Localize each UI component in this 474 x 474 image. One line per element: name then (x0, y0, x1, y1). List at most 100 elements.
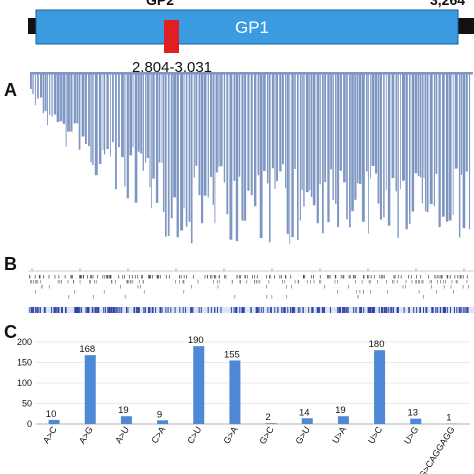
variant-mark (217, 285, 219, 289)
variant-mark (124, 275, 125, 279)
variant-mark (59, 280, 61, 284)
variant-mark (393, 275, 395, 279)
read-column (124, 74, 126, 187)
read-column (368, 74, 370, 234)
variant-mark (179, 280, 180, 284)
variant-mark (215, 275, 217, 279)
variant-mark (320, 280, 322, 284)
coverage-mark (39, 307, 41, 313)
gp1-gene-label: GP1 (235, 18, 269, 37)
variant-mark (393, 280, 395, 284)
read-column (263, 74, 266, 171)
variant-mark (394, 275, 396, 279)
read-column (426, 74, 429, 213)
variant-mark (443, 280, 444, 284)
variant-mark (107, 275, 109, 279)
read-column (37, 74, 39, 99)
variant-mark (349, 275, 351, 279)
read-column (161, 74, 163, 163)
variant-mark (254, 275, 256, 279)
variant-mark (36, 280, 37, 284)
coverage-mark (367, 307, 369, 313)
coverage-mark (466, 307, 468, 313)
variant-mark (245, 275, 246, 279)
variant-mark (38, 275, 40, 279)
read-column (149, 74, 151, 188)
coverage-mark (233, 307, 235, 313)
read-column (458, 74, 461, 238)
read-column (137, 74, 140, 152)
chart-gridlines (36, 341, 470, 425)
variant-mark (239, 280, 241, 284)
variant-mark (94, 280, 95, 284)
variant-mark (440, 275, 442, 279)
coverage-mark (58, 307, 60, 313)
read-column (73, 74, 76, 124)
coverage-mark (242, 307, 244, 313)
read-column (145, 74, 147, 163)
variant-mark (429, 280, 431, 284)
variant-mark (436, 275, 438, 279)
read-column (385, 74, 387, 190)
variant-mark (33, 280, 34, 284)
variant-mark (327, 275, 328, 279)
variant-mark (128, 280, 130, 284)
variant-mark (307, 280, 308, 284)
coverage-mark (445, 307, 446, 313)
read-column (150, 74, 152, 209)
coverage-mark (80, 307, 82, 313)
read-column (417, 74, 420, 176)
coverage-mark (439, 307, 441, 313)
read-column (53, 74, 57, 115)
variant-mark (90, 280, 91, 284)
variant-mark (90, 275, 91, 279)
coverage-mark (143, 307, 145, 313)
coverage-mark (345, 307, 347, 313)
variant-mark (428, 275, 429, 279)
variant-mark (361, 280, 363, 284)
read-column (51, 74, 53, 117)
coverage-mark (94, 307, 96, 313)
bar-value-label: 2 (265, 412, 270, 423)
variant-mark (110, 275, 111, 279)
read-column (56, 74, 60, 122)
read-column (299, 74, 301, 221)
bar-C>A (157, 420, 169, 424)
y-tick-label: 0 (27, 419, 32, 429)
coverage-mark (355, 307, 357, 313)
variant-mark (93, 295, 94, 299)
coverage-mark (133, 307, 135, 313)
variant-mark (410, 275, 412, 279)
coverage-mark (397, 307, 398, 313)
coverage-mark (346, 307, 348, 313)
variant-mark (462, 275, 464, 279)
coverage-mark (282, 307, 284, 313)
variant-mark (130, 280, 132, 284)
coverage-mark (281, 307, 283, 313)
read-column (250, 74, 253, 196)
variant-mark (74, 290, 76, 294)
variant-mark (334, 280, 336, 284)
variant-mark (232, 280, 233, 284)
variant-mark (34, 280, 36, 284)
read-column (366, 74, 368, 172)
coverage-mark (165, 307, 167, 313)
coverage-mark (413, 307, 415, 313)
read-column (285, 74, 287, 189)
read-column (462, 74, 466, 229)
coverage-mark (241, 307, 243, 313)
variant-mark (335, 275, 337, 279)
read-column (441, 74, 445, 217)
variant-mark (313, 280, 315, 284)
read-column (142, 74, 144, 171)
bar-G>U (301, 418, 313, 424)
coverage-mark (317, 307, 319, 313)
coverage-mark (353, 307, 355, 313)
coverage-mark (191, 307, 193, 313)
coverage-mark (372, 307, 374, 313)
coverage-mark (269, 307, 271, 313)
variant-mark (392, 280, 393, 284)
variant-mark (355, 275, 356, 279)
coverage-mark (44, 307, 46, 313)
gp1-gene-box (35, 9, 459, 45)
